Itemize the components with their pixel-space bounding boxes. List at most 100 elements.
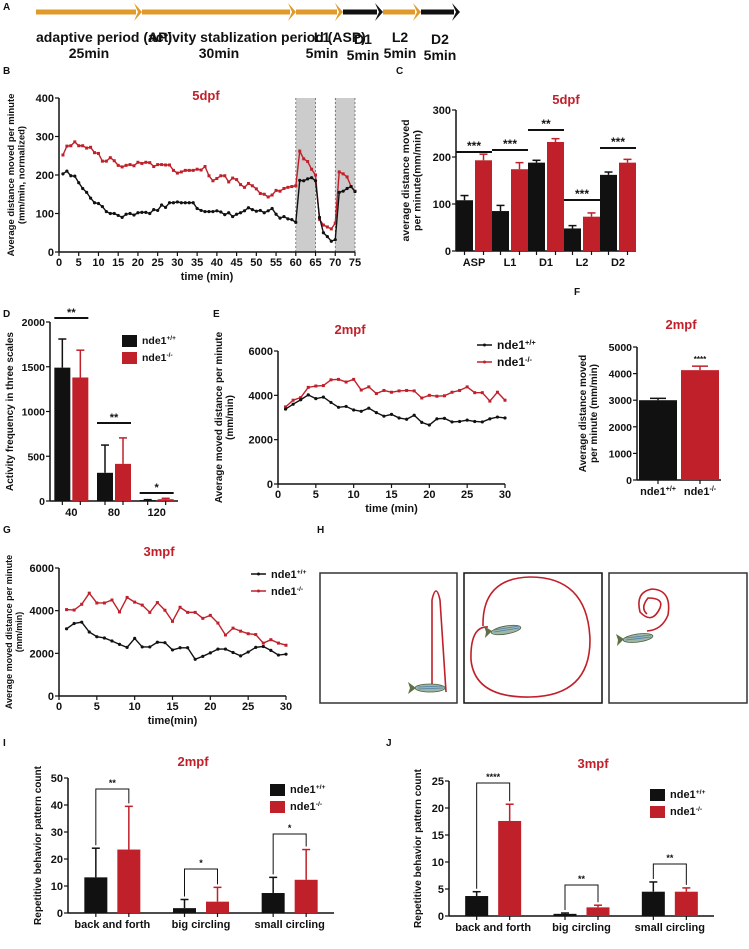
timeline-segment-d2: D2 5min bbox=[423, 31, 457, 63]
data-point-nde1-/- bbox=[302, 157, 306, 161]
data-point-nde1-/- bbox=[148, 161, 152, 165]
panel-letter-b: B bbox=[3, 66, 11, 77]
data-point-nde1+/+ bbox=[329, 400, 333, 405]
data-point-nde1-/- bbox=[306, 160, 310, 164]
y-tick-label: 200 bbox=[36, 170, 54, 182]
data-point-nde1+/+ bbox=[231, 214, 235, 219]
data-point-nde1+/+ bbox=[246, 206, 251, 210]
data-point-nde1+/+ bbox=[80, 620, 84, 624]
data-point-nde1+/+ bbox=[156, 208, 160, 213]
data-point-nde1+/+ bbox=[69, 174, 73, 178]
data-point-nde1-/- bbox=[132, 164, 136, 168]
x-tick-label: small circling bbox=[255, 919, 325, 931]
timeline-arrow-head-0 bbox=[134, 3, 142, 21]
timeline-segment-l1: L1 5min bbox=[305, 29, 339, 61]
data-point-nde1+/+ bbox=[270, 206, 274, 211]
data-point-nde1+/+ bbox=[163, 641, 167, 645]
bar-nde1+/+ bbox=[639, 400, 677, 480]
data-point-nde1+/+ bbox=[207, 209, 211, 214]
data-point-nde1+/+ bbox=[116, 213, 120, 218]
x-tick-label: 30 bbox=[280, 701, 292, 713]
trajectory-small-circling bbox=[638, 588, 670, 632]
series-line-nde1+/+ bbox=[66, 621, 287, 661]
data-point-nde1-/- bbox=[203, 165, 207, 169]
data-point-nde1-/- bbox=[65, 144, 69, 148]
x-tick-label: 25 bbox=[152, 257, 164, 269]
data-point-nde1-/- bbox=[488, 399, 492, 403]
x-tick-label: 20 bbox=[204, 701, 216, 713]
data-point-nde1-/- bbox=[458, 388, 462, 392]
bar-nde1+/+-D2 bbox=[600, 174, 617, 251]
y-tick-label: 0 bbox=[438, 911, 444, 923]
x-tick-label: small circling bbox=[635, 922, 705, 934]
chart-panel-F: 0 1000 2000 3000 4000 5000 nde1+/+ nde1-/- **** 2… bbox=[578, 317, 721, 498]
significance-label: ** bbox=[578, 874, 586, 884]
data-point-nde1+/+ bbox=[282, 214, 286, 219]
data-point-nde1+/+ bbox=[187, 201, 191, 205]
bar-nde1+/+-80 bbox=[97, 472, 113, 501]
timeline-l2-duration: 5min bbox=[383, 45, 417, 61]
data-point-nde1+/+ bbox=[465, 418, 469, 422]
x-tick-label: L2 bbox=[576, 257, 589, 269]
data-point-nde1+/+ bbox=[359, 409, 363, 413]
y-tick-label: 0 bbox=[48, 691, 54, 703]
legend-swatch-ko bbox=[650, 806, 665, 818]
y-tick-label: 10 bbox=[432, 857, 444, 869]
x-tick-label: 25 bbox=[461, 489, 473, 501]
x-tick-label: back and forth bbox=[455, 922, 531, 934]
data-point-nde1+/+ bbox=[140, 645, 144, 649]
data-point-nde1-/- bbox=[367, 385, 371, 389]
data-point-nde1-/- bbox=[231, 626, 235, 630]
data-point-nde1+/+ bbox=[179, 201, 183, 205]
data-point-nde1-/- bbox=[171, 168, 175, 172]
y-axis-label: Repetitive behavior pattern count bbox=[33, 765, 44, 925]
x-tick-label: 0 bbox=[56, 257, 62, 269]
bar-nde1+/+-D1 bbox=[528, 162, 545, 251]
y-tick-label: 2000 bbox=[249, 435, 273, 447]
y-tick-label: 0 bbox=[57, 908, 63, 920]
data-point-nde1+/+ bbox=[163, 205, 168, 209]
data-point-nde1-/- bbox=[269, 638, 273, 642]
legend-label-ko: nde1-/- bbox=[142, 352, 173, 364]
data-point-nde1+/+ bbox=[216, 647, 220, 651]
zebrafish-icon bbox=[484, 624, 522, 638]
trajectory-big-circling bbox=[470, 576, 591, 698]
timeline-arrow-head-2 bbox=[335, 3, 343, 21]
data-point-nde1-/- bbox=[148, 610, 152, 614]
data-point-nde1+/+ bbox=[102, 636, 106, 640]
data-point-nde1+/+ bbox=[382, 414, 386, 418]
arena-box-big-circling bbox=[463, 572, 603, 704]
x-tick-label: 55 bbox=[270, 257, 282, 269]
y-tick-label: 2000 bbox=[609, 422, 633, 434]
data-point-nde1+/+ bbox=[128, 211, 132, 216]
data-point-nde1+/+ bbox=[435, 417, 439, 421]
timeline-arrow-shaft-0 bbox=[36, 9, 136, 15]
data-point-nde1+/+ bbox=[309, 176, 314, 180]
data-point-nde1+/+ bbox=[290, 218, 294, 222]
data-point-nde1-/- bbox=[246, 181, 250, 185]
data-point-nde1-/- bbox=[175, 171, 179, 175]
data-point-nde1-/- bbox=[286, 185, 290, 189]
y-axis-label: per minute(mm/min) bbox=[412, 130, 424, 231]
data-point-nde1-/- bbox=[183, 168, 187, 172]
bar-nde1+/+-big circling bbox=[553, 913, 577, 916]
data-point-nde1+/+ bbox=[458, 419, 462, 424]
y-axis-label: (mm/min) bbox=[225, 395, 236, 440]
legend-label-ko: nde1-/- bbox=[271, 586, 303, 598]
data-point-nde1-/- bbox=[223, 633, 227, 637]
y-tick-label: 4000 bbox=[30, 606, 54, 618]
bar-nde1+/+-L2 bbox=[564, 228, 581, 251]
bar-nde1-/--L2 bbox=[583, 216, 600, 251]
chart-panel-G: 0 2000 4000 6000 0 5 10 15 20 25 30 time(min) 3mpf Av… bbox=[4, 544, 307, 727]
data-point-nde1-/- bbox=[152, 165, 156, 169]
data-point-nde1+/+ bbox=[199, 208, 203, 213]
data-point-nde1-/- bbox=[164, 163, 168, 167]
data-point-nde1+/+ bbox=[183, 201, 187, 205]
data-point-nde1-/- bbox=[231, 176, 235, 180]
chart-title: 2mpf bbox=[334, 322, 366, 337]
data-point-nde1+/+ bbox=[488, 417, 492, 421]
chart-title: 5dpf bbox=[192, 88, 220, 103]
data-point-nde1-/- bbox=[405, 388, 409, 392]
data-point-nde1+/+ bbox=[95, 635, 99, 639]
